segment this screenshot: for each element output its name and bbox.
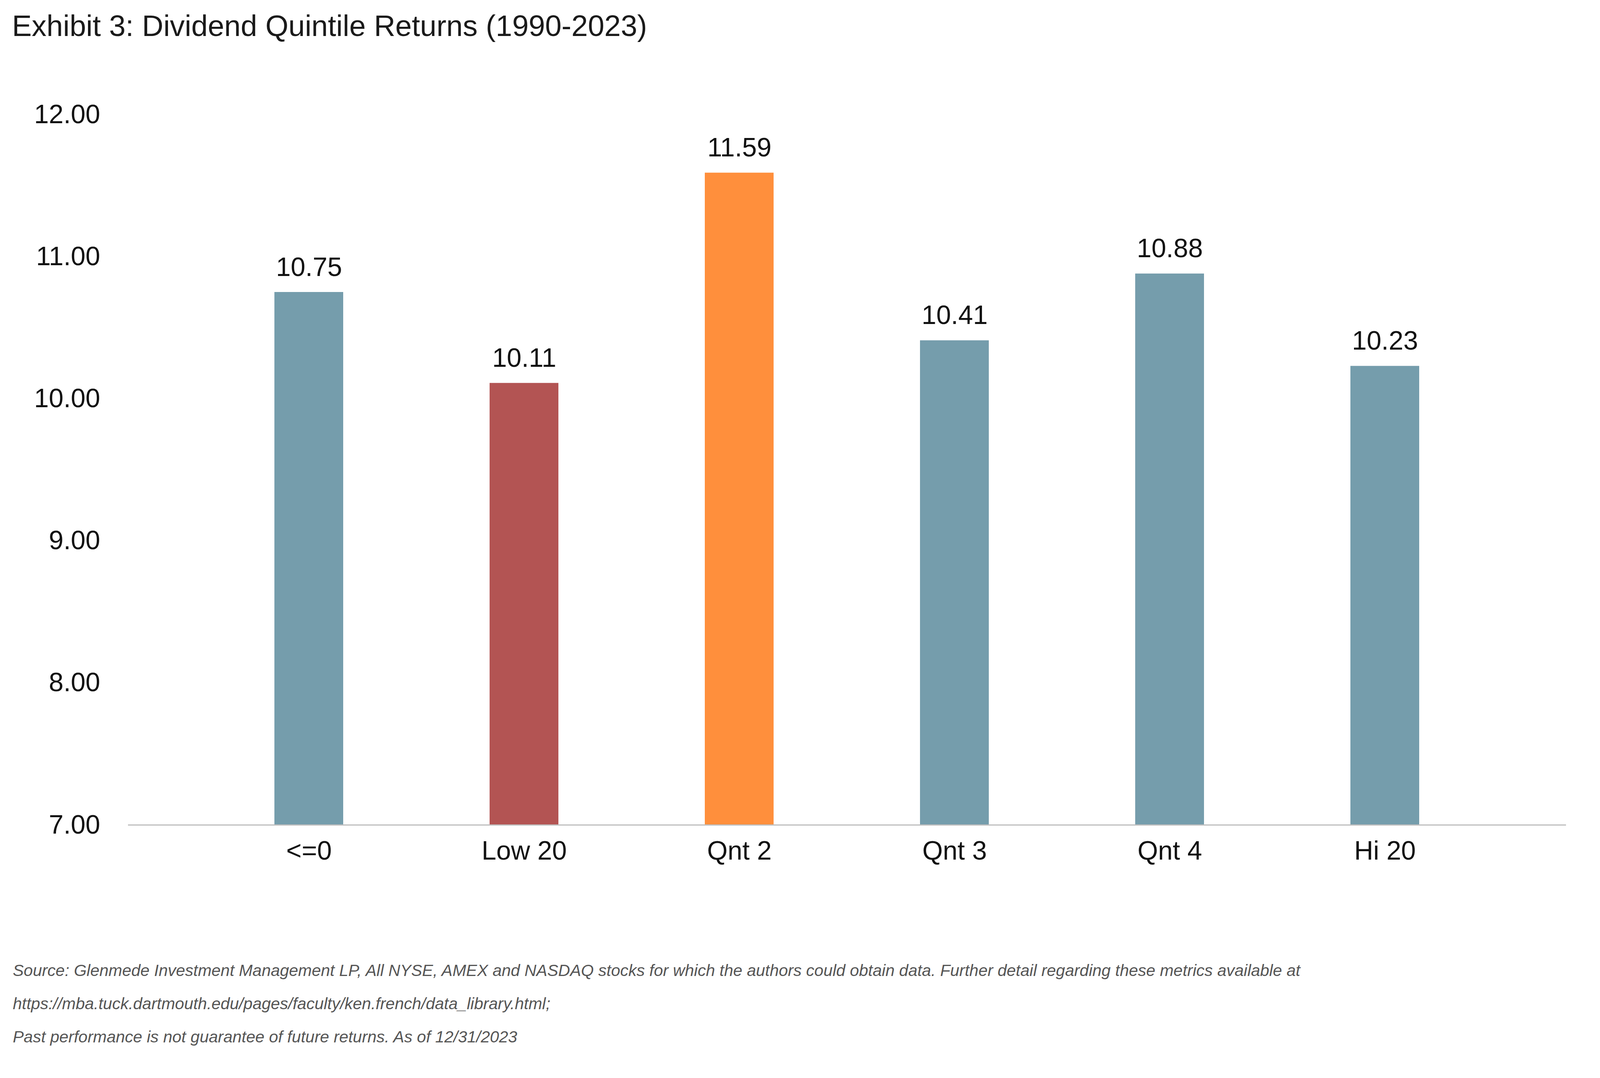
svg-text:8.00: 8.00 <box>48 667 100 697</box>
html-text:Source: Glenmede Investment Ma: Source: Glenmede Investment Management L… <box>12 961 1301 980</box>
svg-text:10.41: 10.41 <box>921 300 988 330</box>
svg-text:Hi 20: Hi 20 <box>1354 835 1416 866</box>
svg-text:10.75: 10.75 <box>276 252 342 282</box>
svg-text:10.23: 10.23 <box>1352 325 1418 356</box>
html-text:Exhibit 3: Dividend Quintile R: Exhibit 3: Dividend Quintile Returns (19… <box>12 9 648 43</box>
svg-text:7.00: 7.00 <box>48 809 100 840</box>
svg-text:Qnt 2: Qnt 2 <box>707 835 772 866</box>
svg-text:10.88: 10.88 <box>1136 233 1203 263</box>
svg-text:10.11: 10.11 <box>492 342 556 373</box>
svg-text:11.00: 11.00 <box>36 241 100 271</box>
svg-text:11.59: 11.59 <box>707 132 772 162</box>
svg-text:<=0: <=0 <box>286 835 332 866</box>
svg-text:12.00: 12.00 <box>34 99 100 129</box>
html-text:https://mba.tuck.dartmouth.edu: https://mba.tuck.dartmouth.edu/pages/fac… <box>12 994 551 1013</box>
html-text:Past performance is not guaran: Past performance is not guarantee of fut… <box>12 1027 518 1046</box>
svg-text:9.00: 9.00 <box>48 525 100 555</box>
svg-text:Low 20: Low 20 <box>481 835 567 866</box>
svg-text:Qnt 3: Qnt 3 <box>922 835 987 866</box>
svg-text:10.00: 10.00 <box>34 383 100 413</box>
svg-text:Qnt 4: Qnt 4 <box>1137 835 1202 866</box>
